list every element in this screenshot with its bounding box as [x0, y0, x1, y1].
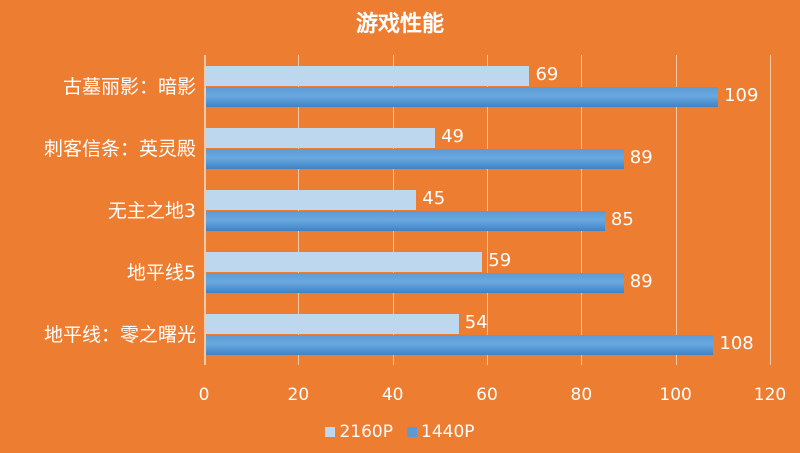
x-tick-label: 120: [753, 385, 787, 405]
x-tick-label: 80: [570, 385, 593, 405]
data-label: 109: [724, 85, 759, 106]
category-label: 地平线5: [126, 262, 196, 284]
legend-item-1440p: 1440P: [407, 422, 475, 442]
category-label: 古墓丽影：暗影: [62, 76, 196, 98]
legend: 2160P 1440P: [0, 422, 800, 442]
gridline: [487, 55, 488, 365]
gridline: [770, 55, 771, 365]
bar-1440p: [206, 87, 719, 107]
x-tick-label: 0: [198, 385, 210, 405]
bar-1440p: [206, 273, 624, 293]
y-axis-line: [204, 55, 206, 365]
x-tick-label: 20: [287, 385, 310, 405]
x-tick-label: 100: [659, 385, 692, 405]
plot-area: [204, 55, 771, 365]
bar-2160p: [206, 314, 459, 334]
legend-swatch-1440p: [407, 427, 417, 437]
legend-swatch-2160p: [325, 427, 336, 437]
bar-2160p: [206, 128, 436, 148]
x-tick-label: 40: [381, 385, 404, 405]
bar-2160p: [206, 190, 417, 210]
chart-title: 游戏性能: [355, 12, 444, 37]
gridline: [675, 55, 677, 365]
data-label: 89: [629, 271, 653, 292]
bar-1440p: [206, 335, 714, 355]
data-label: 69: [535, 64, 559, 85]
data-label: 85: [610, 209, 634, 230]
data-label: 54: [464, 312, 488, 333]
gridline: [298, 55, 300, 365]
bar-2160p: [206, 66, 530, 86]
bar-2160p: [206, 252, 483, 272]
gridline: [581, 55, 583, 365]
data-label: 108: [719, 333, 754, 354]
data-label: 89: [629, 147, 653, 168]
data-label: 45: [422, 188, 446, 209]
x-tick-label: 60: [476, 385, 498, 405]
data-label: 59: [488, 250, 512, 271]
data-label: 49: [441, 126, 465, 147]
category-label: 刺客信条：英灵殿: [43, 138, 196, 160]
legend-label-2160p: 2160P: [339, 422, 393, 442]
gridline: [392, 55, 394, 365]
category-label: 无主之地3: [107, 200, 196, 222]
legend-item-2160p: 2160P: [325, 422, 393, 442]
legend-label-1440p: 1440P: [421, 422, 475, 442]
category-label: 地平线：零之曙光: [43, 324, 196, 346]
bar-1440p: [206, 211, 605, 231]
bar-1440p: [206, 149, 624, 169]
